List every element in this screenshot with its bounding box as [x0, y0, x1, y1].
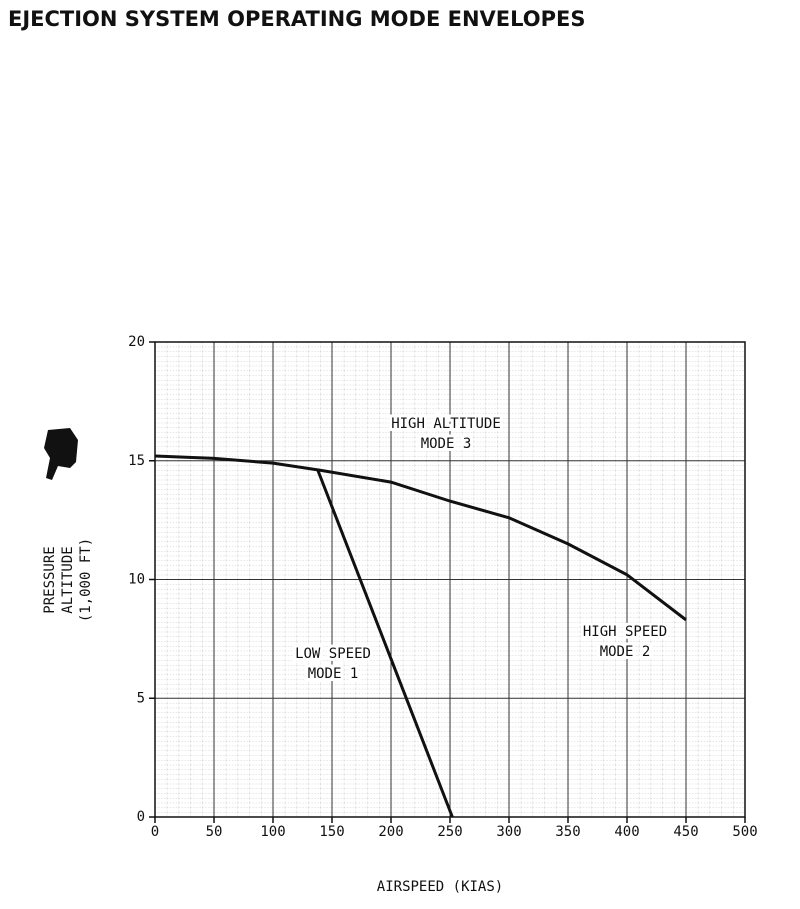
y-axis-label: ALTITUDE: [60, 546, 76, 613]
annotation: MODE 1: [308, 666, 359, 682]
curve: [154, 454, 687, 622]
x-tick-label: 500: [732, 824, 757, 840]
annotation: HIGH SPEED: [583, 624, 667, 640]
y-tick-label: 0: [137, 809, 145, 825]
y-tick-label: 5: [137, 690, 145, 706]
x-tick-label: 200: [378, 824, 403, 840]
y-tick-label: 15: [128, 453, 145, 469]
x-tick-label: 250: [437, 824, 462, 840]
x-tick-label: 100: [260, 824, 285, 840]
y-tick-label: 10: [128, 572, 145, 588]
x-tick-label: 300: [496, 824, 521, 840]
x-axis-label: AIRSPEED (KIAS): [377, 879, 503, 895]
x-tick-label: 150: [319, 824, 344, 840]
y-tick-label: 20: [128, 334, 145, 350]
y-axis-label: PRESSURE: [42, 546, 58, 613]
chart-title: EJECTION SYSTEM OPERATING MODE ENVELOPES: [8, 7, 585, 31]
plot-frame: [154, 341, 746, 818]
annotation: MODE 3: [421, 436, 472, 452]
x-tick-label: 0: [151, 824, 159, 840]
pointing-hand-icon: [44, 428, 78, 480]
x-tick-label: 50: [206, 824, 223, 840]
x-tick-label: 350: [555, 824, 580, 840]
x-tick-label: 450: [673, 824, 698, 840]
y-axis-label: (1,000 FT): [78, 538, 94, 622]
x-tick-label: 400: [614, 824, 639, 840]
annotation: MODE 2: [600, 644, 651, 660]
curve: [316, 469, 454, 818]
annotation: HIGH ALTITUDE: [391, 416, 501, 432]
annotation: LOW SPEED: [295, 646, 371, 662]
